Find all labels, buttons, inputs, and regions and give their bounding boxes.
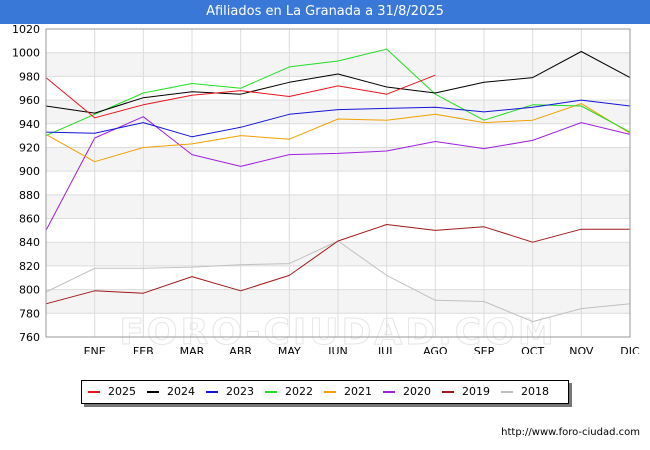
y-tick-label: 960: [19, 94, 40, 107]
legend-label: 2019: [462, 385, 490, 398]
line-chart: FORO-CIUDAD.COM 760 780 800 820 840 860 880 900 9…: [12, 24, 640, 354]
y-tick-label: 1000: [12, 47, 40, 60]
y-tick-label: 820: [19, 260, 40, 273]
legend-label: 2022: [285, 385, 313, 398]
x-tick-label: JUN: [327, 345, 348, 354]
x-tick-label: OCT: [521, 345, 544, 354]
x-tick-label: DIC: [620, 345, 640, 354]
watermark: FORO-CIUDAD.COM: [119, 312, 556, 353]
x-tick-label: JUL: [377, 345, 396, 354]
plot-border: [45, 28, 631, 338]
legend-label: 2023: [226, 385, 254, 398]
chart-title: Afiliados en La Granada a 31/8/2025: [0, 0, 650, 24]
x-tick-label: AGO: [423, 345, 448, 354]
source-credit: http://www.foro-ciudad.com: [501, 427, 640, 438]
y-tick-label: 860: [19, 213, 40, 226]
x-tick-label: MAY: [278, 345, 301, 354]
series-line-2025: [45, 74, 436, 119]
legend: 2025 2024 2023 2022 2021 2020 2019 2018: [81, 380, 569, 404]
legend-swatch: [324, 391, 336, 393]
x-tick-label: MAR: [180, 345, 205, 354]
x-tick-label: ENE: [84, 345, 106, 354]
x-tick-label: FEB: [133, 345, 154, 354]
legend-label: 2021: [344, 385, 372, 398]
legend-swatch: [88, 391, 100, 393]
series-line-2021: [45, 103, 631, 163]
y-tick-label: 900: [19, 165, 40, 178]
y-tick-label: 1020: [12, 24, 40, 36]
legend-label: 2020: [403, 385, 431, 398]
legend-swatch: [147, 391, 159, 393]
x-tick-label: ABR: [229, 345, 252, 354]
legend-swatch: [383, 391, 395, 393]
y-tick-label: 780: [19, 307, 40, 320]
y-tick-label: 760: [19, 331, 40, 344]
legend-swatch: [265, 391, 277, 393]
legend-label: 2024: [167, 385, 195, 398]
legend-label: 2025: [108, 385, 136, 398]
y-tick-label: 800: [19, 284, 40, 297]
series-line-2023: [45, 99, 631, 138]
x-tick-label: NOV: [569, 345, 594, 354]
legend-label: 2018: [521, 385, 549, 398]
series-line-2020: [45, 116, 631, 231]
y-tick-label: 920: [19, 141, 40, 154]
y-tick-label: 940: [19, 118, 40, 131]
x-tick-label: SEP: [474, 345, 495, 354]
y-tick-label: 980: [19, 70, 40, 83]
series-line-2022: [45, 48, 631, 137]
series-line-2019: [45, 224, 630, 305]
legend-swatch: [442, 391, 454, 393]
legend-swatch: [501, 391, 513, 393]
y-tick-label: 880: [19, 189, 40, 202]
legend-swatch: [206, 391, 218, 393]
series-line-2024: [45, 51, 631, 114]
y-tick-label: 840: [19, 236, 40, 249]
